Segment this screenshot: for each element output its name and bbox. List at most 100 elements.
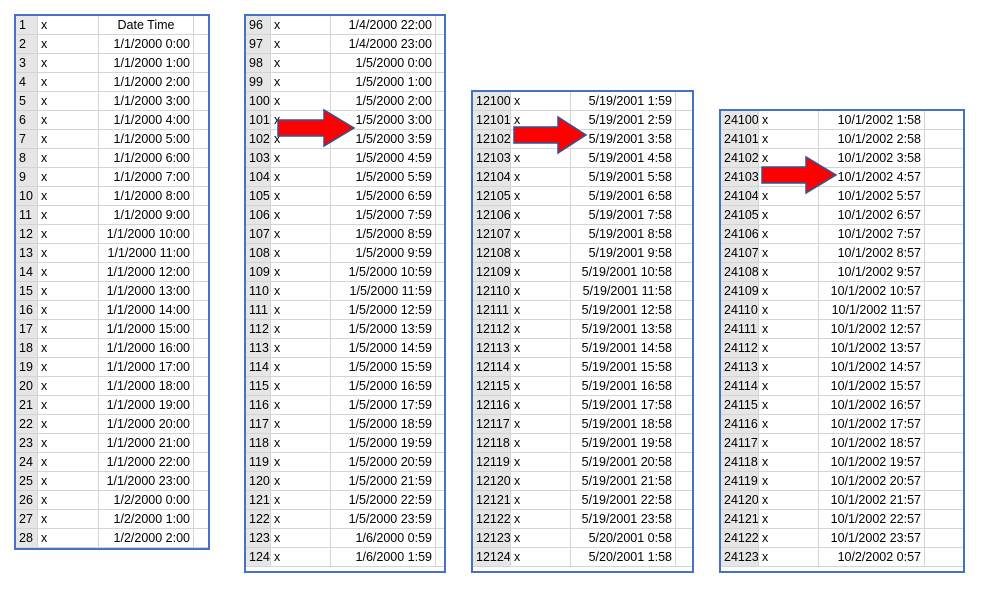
row-number[interactable]: 117 (246, 415, 271, 433)
x-cell[interactable]: x (38, 377, 99, 395)
row-number[interactable]: 4 (16, 73, 38, 91)
x-cell[interactable]: x (38, 320, 99, 338)
date-time-cell[interactable]: 5/19/2001 22:58 (571, 491, 676, 509)
date-time-cell[interactable]: 10/1/2002 2:58 (819, 130, 925, 148)
x-cell[interactable]: x (759, 301, 819, 319)
date-time-cell[interactable]: 5/20/2001 0:58 (571, 529, 676, 547)
x-cell[interactable]: x (759, 187, 819, 205)
empty-cell[interactable] (676, 206, 692, 224)
empty-cell[interactable] (194, 225, 208, 243)
date-time-cell[interactable]: 1/1/2000 15:00 (99, 320, 194, 338)
x-cell[interactable]: x (759, 206, 819, 224)
row-number[interactable]: 28 (16, 529, 38, 547)
date-time-cell[interactable]: 10/1/2002 13:57 (819, 339, 925, 357)
row-number[interactable]: 99 (246, 73, 271, 91)
date-time-cell[interactable]: 1/5/2000 11:59 (331, 282, 436, 300)
date-time-cell[interactable]: 5/19/2001 5:58 (571, 168, 676, 186)
date-time-cell[interactable]: 1/1/2000 16:00 (99, 339, 194, 357)
empty-cell[interactable] (925, 396, 963, 414)
x-cell[interactable]: x (511, 206, 571, 224)
row-number[interactable]: 7 (16, 130, 38, 148)
empty-cell[interactable] (676, 111, 692, 129)
x-cell[interactable]: x (511, 244, 571, 262)
date-time-cell[interactable]: 1/5/2000 8:59 (331, 225, 436, 243)
empty-cell[interactable] (194, 92, 208, 110)
x-cell[interactable]: x (38, 472, 99, 490)
row-number[interactable]: 12116 (473, 396, 511, 414)
empty-cell[interactable] (194, 358, 208, 376)
date-time-cell[interactable]: 5/19/2001 11:58 (571, 282, 676, 300)
x-cell[interactable]: x (511, 396, 571, 414)
date-time-cell[interactable]: 1/1/2000 9:00 (99, 206, 194, 224)
empty-cell[interactable] (925, 377, 963, 395)
empty-cell[interactable] (436, 111, 444, 129)
date-time-cell[interactable]: 5/19/2001 15:58 (571, 358, 676, 376)
empty-cell[interactable] (436, 301, 444, 319)
date-time-cell[interactable]: 1/5/2000 0:00 (331, 54, 436, 72)
row-number[interactable]: 24102 (721, 149, 759, 167)
date-time-cell[interactable]: 1/5/2000 1:00 (331, 73, 436, 91)
empty-cell[interactable] (194, 529, 208, 547)
x-cell[interactable]: x (271, 206, 331, 224)
empty-cell[interactable] (676, 491, 692, 509)
empty-cell[interactable] (925, 149, 963, 167)
x-cell[interactable]: x (759, 472, 819, 490)
empty-cell[interactable] (925, 510, 963, 528)
date-time-cell[interactable]: 1/5/2000 19:59 (331, 434, 436, 452)
x-cell[interactable]: x (271, 548, 331, 566)
empty-cell[interactable] (676, 453, 692, 471)
row-number[interactable]: 103 (246, 149, 271, 167)
x-cell[interactable]: x (38, 54, 99, 72)
x-cell[interactable]: x (38, 187, 99, 205)
row-number[interactable]: 115 (246, 377, 271, 395)
empty-cell[interactable] (436, 168, 444, 186)
date-time-cell[interactable]: 5/19/2001 6:58 (571, 187, 676, 205)
empty-cell[interactable] (436, 54, 444, 72)
x-cell[interactable]: x (271, 510, 331, 528)
date-time-cell[interactable]: 1/1/2000 7:00 (99, 168, 194, 186)
x-cell[interactable]: x (511, 149, 571, 167)
empty-cell[interactable] (436, 510, 444, 528)
empty-cell[interactable] (676, 434, 692, 452)
date-time-cell[interactable]: 5/20/2001 1:58 (571, 548, 676, 566)
date-time-cell[interactable]: 1/5/2000 2:00 (331, 92, 436, 110)
empty-cell[interactable] (194, 130, 208, 148)
row-number[interactable]: 119 (246, 453, 271, 471)
x-cell[interactable]: x (511, 263, 571, 281)
date-time-cell[interactable]: 1/1/2000 0:00 (99, 35, 194, 53)
date-time-cell[interactable]: 1/2/2000 1:00 (99, 510, 194, 528)
row-number[interactable]: 16 (16, 301, 38, 319)
row-number[interactable]: 113 (246, 339, 271, 357)
x-cell[interactable]: x (759, 111, 819, 129)
row-number[interactable]: 12103 (473, 149, 511, 167)
date-time-header[interactable]: Date Time (99, 16, 194, 34)
date-time-cell[interactable]: 1/5/2000 18:59 (331, 415, 436, 433)
row-number[interactable]: 24103 (721, 168, 759, 186)
date-time-cell[interactable]: 5/19/2001 1:59 (571, 92, 676, 110)
date-time-cell[interactable]: 5/19/2001 21:58 (571, 472, 676, 490)
x-cell[interactable]: x (38, 301, 99, 319)
date-time-cell[interactable]: 10/1/2002 17:57 (819, 415, 925, 433)
row-number[interactable]: 105 (246, 187, 271, 205)
row-number[interactable]: 27 (16, 510, 38, 528)
row-number[interactable]: 24105 (721, 206, 759, 224)
date-time-cell[interactable]: 1/1/2000 23:00 (99, 472, 194, 490)
x-cell[interactable]: x (271, 434, 331, 452)
empty-cell[interactable] (676, 358, 692, 376)
empty-cell[interactable] (194, 187, 208, 205)
row-number[interactable]: 12102 (473, 130, 511, 148)
row-number[interactable]: 9 (16, 168, 38, 186)
row-number[interactable]: 24116 (721, 415, 759, 433)
row-number[interactable]: 102 (246, 130, 271, 148)
date-time-cell[interactable]: 1/5/2000 6:59 (331, 187, 436, 205)
row-number[interactable]: 25 (16, 472, 38, 490)
empty-cell[interactable] (676, 548, 692, 566)
empty-cell[interactable] (194, 453, 208, 471)
empty-cell[interactable] (925, 301, 963, 319)
empty-cell[interactable] (436, 320, 444, 338)
row-number[interactable]: 116 (246, 396, 271, 414)
date-time-cell[interactable]: 1/5/2000 23:59 (331, 510, 436, 528)
x-cell[interactable]: x (38, 225, 99, 243)
date-time-cell[interactable]: 5/19/2001 12:58 (571, 301, 676, 319)
row-number[interactable]: 110 (246, 282, 271, 300)
